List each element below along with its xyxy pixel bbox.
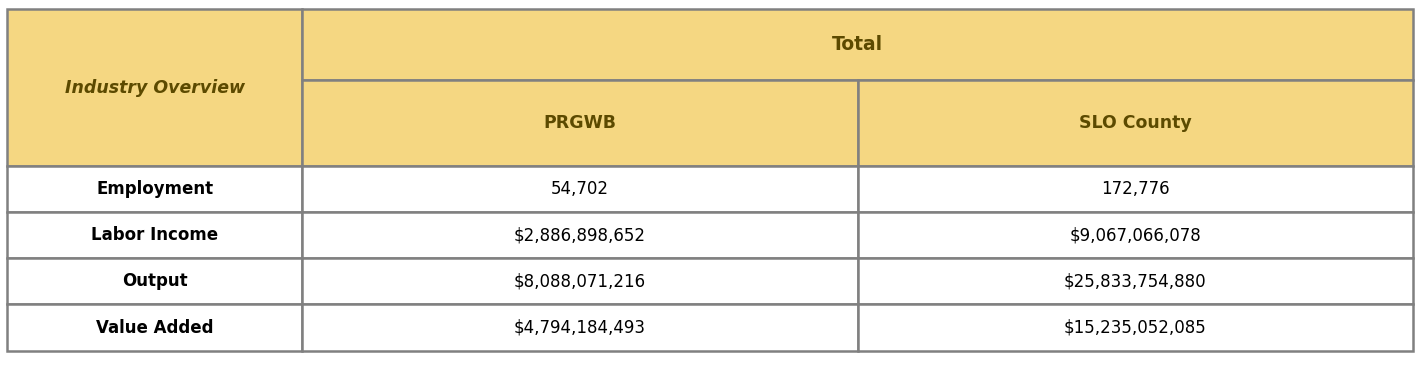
Bar bbox=[858, 304, 1413, 351]
Text: Labor Income: Labor Income bbox=[91, 226, 219, 244]
Bar bbox=[7, 212, 302, 258]
Bar bbox=[858, 212, 1413, 258]
Bar bbox=[302, 166, 858, 212]
Text: $8,088,071,216: $8,088,071,216 bbox=[514, 272, 646, 290]
Text: Total: Total bbox=[832, 35, 883, 54]
Text: Employment: Employment bbox=[97, 180, 213, 198]
Bar bbox=[7, 258, 302, 305]
Bar bbox=[302, 81, 858, 166]
Bar bbox=[7, 9, 302, 166]
Text: Value Added: Value Added bbox=[97, 318, 213, 336]
Bar bbox=[302, 9, 1413, 81]
Text: SLO County: SLO County bbox=[1079, 114, 1191, 132]
Text: $9,067,066,078: $9,067,066,078 bbox=[1069, 226, 1201, 244]
Bar bbox=[7, 166, 302, 212]
Bar bbox=[302, 304, 858, 351]
Bar bbox=[7, 304, 302, 351]
Text: PRGWB: PRGWB bbox=[544, 114, 616, 132]
Text: Industry Overview: Industry Overview bbox=[65, 79, 244, 97]
Bar bbox=[858, 81, 1413, 166]
Text: Output: Output bbox=[122, 272, 187, 290]
Bar bbox=[302, 212, 858, 258]
Text: 172,776: 172,776 bbox=[1100, 180, 1170, 198]
Text: $2,886,898,652: $2,886,898,652 bbox=[514, 226, 646, 244]
Bar bbox=[858, 166, 1413, 212]
Text: $4,794,184,493: $4,794,184,493 bbox=[514, 318, 646, 336]
Text: $15,235,052,085: $15,235,052,085 bbox=[1064, 318, 1207, 336]
Bar bbox=[302, 258, 858, 305]
Text: $25,833,754,880: $25,833,754,880 bbox=[1064, 272, 1207, 290]
Bar bbox=[858, 258, 1413, 305]
Text: 54,702: 54,702 bbox=[551, 180, 609, 198]
